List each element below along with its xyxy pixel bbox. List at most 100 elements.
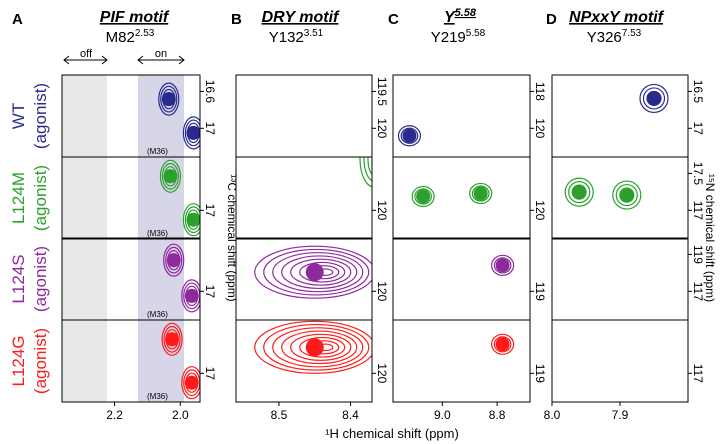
contour-line [163,243,185,277]
panel-b-title: DRY motif [262,9,340,26]
y-tick-label: 17 [203,122,217,136]
y-tick-label: 119.5 [375,77,389,106]
y-tick-label: 16.6 [203,80,217,104]
y-tick-label: 120 [533,118,547,138]
off-label: off [80,48,93,60]
peak-marker [402,128,417,143]
contour-line [165,246,183,274]
cell-d-l124g: 117 [551,319,705,403]
cell-frame [235,74,373,158]
cell-frame [392,237,531,321]
contour-line [568,181,591,204]
cell-frame [235,156,373,240]
panel-b-subtitle: Y1323.51 [269,28,324,46]
y-tick-label: 117 [691,364,705,383]
row-sublabel-wt: (agonist) [31,83,50,149]
contour-line [471,185,490,202]
peak-annotation: (M36) [147,392,168,401]
contour-line [299,336,346,358]
contour-line [414,188,432,205]
x-tick-label: 2.0 [172,408,189,422]
contour-line [491,254,515,276]
peak-marker [473,186,488,201]
x-tick-label: 7.9 [612,408,629,422]
panel-d: 16.5 17 17.5 117 119 117 117 8.0 7.9 [544,74,705,422]
y-tick-label: 118 [533,82,547,101]
y-tick-label: 120 [375,118,389,138]
contour-line [612,180,642,210]
cell-a-l124g: (M36) 17 [61,319,217,403]
cell-c-l124g: 119 [392,319,547,403]
x-tick-label: 8.0 [544,408,561,422]
contour-line [181,279,200,313]
y-tick-label: 16.5 [691,80,705,104]
contour-line [254,245,372,299]
cell-frame [551,319,689,403]
contour-line [272,252,364,293]
row-label-l124m: L124M [9,172,28,224]
row-label-wt: WT [9,103,28,129]
contour-line [359,157,372,188]
y-tick-label: 17.5 [691,162,705,186]
peak-marker [647,91,661,106]
panel-a-subtitle: M822.53 [106,28,155,46]
row-label-l124g: L124G [9,335,28,386]
y-tick-label: 17 [203,367,217,381]
y-tick-label: 120 [375,363,389,383]
panel-letter-b: B [231,11,242,28]
cell-frame [551,237,689,321]
peak-marker [619,188,634,203]
cell-frame [235,319,373,403]
panel-c-subtitle: Y2195.58 [431,28,486,46]
contour-line [184,119,200,147]
contour-line [161,162,180,190]
contour-line [367,157,372,175]
contour-line [564,177,594,207]
peak-marker [416,189,431,204]
cell-d-l124m: 17.5 117 [551,156,705,240]
y-tick-label: 117 [691,201,705,220]
peak-marker [165,332,180,347]
contour-line [281,255,358,290]
panel-b: 119.5 120 120 120 120 8.5 8.4 [235,74,389,422]
peak-marker [186,125,200,140]
contour-line [281,330,358,365]
peak-marker [495,337,510,352]
y-tick-label: 17 [203,204,217,218]
cell-frame [392,156,531,240]
cell-a-l124m: (M36) 17 [61,156,217,240]
panel-letter-d: D [546,11,557,28]
peak-annotation: (M36) [147,310,168,319]
y-tick-label: 119 [533,282,547,301]
contour-line [163,325,181,353]
y-axis-title-13c: ¹³C chemical shift (ppm) [225,174,239,301]
peak-marker [163,169,178,184]
cell-b-l124s: 120 [235,237,389,321]
cell-b-l124g: 120 [235,319,389,403]
contour-line [290,333,352,361]
cell-frame [392,319,531,403]
cell-d-l124s: 119 117 [551,237,705,321]
contour-line [184,206,200,234]
y-tick-label: 17 [203,285,217,299]
peak-marker [184,288,199,303]
contour-line [272,327,364,368]
contour-line [159,159,182,193]
contour-line [181,366,200,400]
panel-a: (M36) 16.6 17 (M36) 17 (M36) 17 (M36) 17 2.2 2.0 [61,74,217,422]
row-label-l124s: L124S [9,254,28,303]
y-tick-label: 119 [533,364,547,383]
cell-b-wt: 119.5 120 [235,74,389,158]
on-label: on [155,48,167,60]
contour-line [158,82,180,116]
row-sublabel-l124s: (agonist) [31,246,50,312]
panel-d-title: NPxxY motif [569,9,665,26]
contour-line [491,333,515,355]
cell-frame [551,74,689,158]
x-tick-label: 8.8 [489,408,506,422]
cell-d-wt: 16.5 17 [551,74,705,158]
contour-line [642,87,666,110]
cell-frame [61,319,201,403]
contour-line [363,157,372,182]
peak-marker [572,185,587,200]
